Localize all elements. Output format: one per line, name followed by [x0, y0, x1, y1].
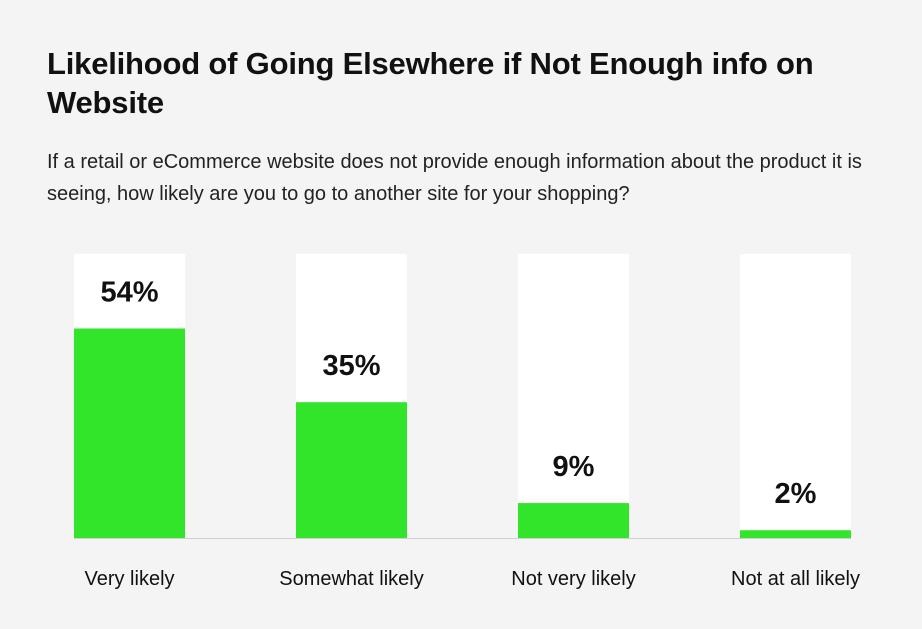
- bar-track-2: [518, 254, 629, 538]
- bar-value-label-3: 2%: [775, 478, 817, 510]
- category-label-2: Not very likely: [511, 568, 635, 590]
- bar-value-label-2: 9%: [553, 451, 595, 483]
- bar-value-label-1: 35%: [322, 350, 380, 382]
- bar-value-label-0: 54%: [100, 276, 158, 308]
- bar-1: [296, 402, 407, 538]
- bar-3: [740, 530, 851, 538]
- category-label-3: Not at all likely: [731, 568, 860, 590]
- bar-track-3: [740, 254, 851, 538]
- bar-0: [74, 328, 185, 538]
- category-label-1: Somewhat likely: [279, 568, 424, 590]
- category-label-0: Very likely: [84, 568, 174, 590]
- bar-2: [518, 503, 629, 538]
- chart-title: Likelihood of Going Elsewhere if Not Eno…: [47, 46, 814, 120]
- chart-subtitle: If a retail or eCommerce website does no…: [47, 151, 862, 205]
